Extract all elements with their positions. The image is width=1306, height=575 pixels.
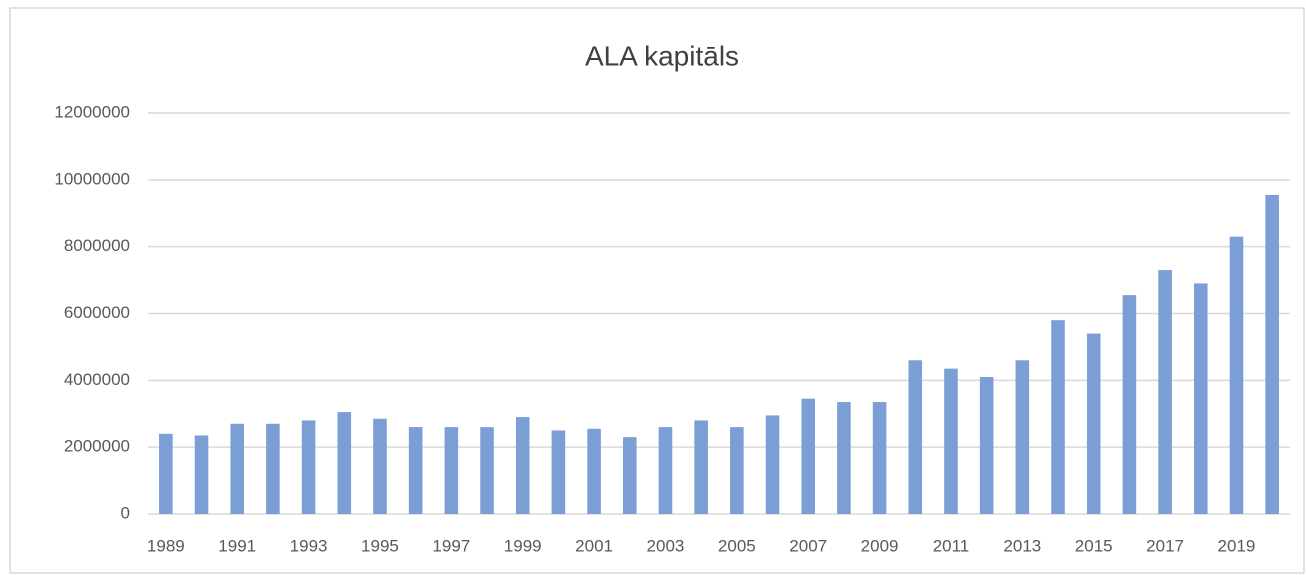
y-tick-label: 4000000 bbox=[64, 370, 130, 389]
y-tick-label: 6000000 bbox=[64, 303, 130, 322]
bar bbox=[587, 428, 601, 514]
bar bbox=[623, 437, 637, 514]
bar bbox=[551, 430, 566, 514]
bar bbox=[801, 398, 815, 514]
y-tick-label: 8000000 bbox=[64, 236, 130, 255]
bar bbox=[1158, 270, 1172, 514]
x-tick-label: 1999 bbox=[504, 536, 542, 555]
x-tick-label: 2003 bbox=[647, 536, 685, 555]
bar bbox=[1265, 194, 1279, 514]
bar bbox=[515, 417, 530, 514]
bar bbox=[872, 402, 887, 514]
x-tick-label: 2013 bbox=[1003, 536, 1041, 555]
x-tick-label: 2007 bbox=[789, 536, 827, 555]
bar bbox=[765, 415, 780, 514]
y-tick-label: 2000000 bbox=[64, 437, 130, 456]
x-tick-label: 1995 bbox=[361, 536, 399, 555]
x-tick-label: 2001 bbox=[575, 536, 613, 555]
bar bbox=[1015, 360, 1030, 514]
bar bbox=[1194, 283, 1208, 514]
bar bbox=[408, 427, 423, 514]
bar bbox=[1051, 320, 1065, 514]
x-tick-label: 1997 bbox=[432, 536, 470, 555]
y-tick-label: 10000000 bbox=[54, 169, 130, 188]
bar bbox=[730, 427, 744, 514]
bar bbox=[301, 420, 316, 514]
chart-title: ALA kapitāls bbox=[585, 40, 739, 71]
bar bbox=[837, 402, 851, 514]
bar bbox=[1086, 333, 1101, 514]
x-tick-label: 2019 bbox=[1218, 536, 1256, 555]
bar bbox=[908, 360, 923, 514]
bar bbox=[658, 427, 673, 514]
bar bbox=[694, 420, 708, 514]
bar bbox=[480, 427, 494, 514]
x-tick-label: 2015 bbox=[1075, 536, 1113, 555]
x-tick-label: 2011 bbox=[933, 536, 970, 555]
bar bbox=[444, 427, 459, 514]
x-tick-label: 2005 bbox=[718, 536, 756, 555]
bar bbox=[979, 376, 994, 514]
x-tick-label: 2009 bbox=[861, 536, 899, 555]
bar bbox=[944, 368, 958, 514]
bar bbox=[1229, 236, 1244, 514]
bar bbox=[1122, 295, 1137, 514]
x-tick-label: 2017 bbox=[1146, 536, 1184, 555]
x-tick-label: 1993 bbox=[290, 536, 328, 555]
bar bbox=[337, 412, 352, 514]
y-tick-label: 12000000 bbox=[54, 102, 130, 121]
y-tick-label: 0 bbox=[121, 503, 130, 522]
x-tick-label: 1991 bbox=[218, 536, 256, 555]
bar bbox=[194, 435, 209, 514]
bar bbox=[159, 433, 173, 514]
bar bbox=[266, 423, 280, 514]
x-tick-label: 1989 bbox=[147, 536, 185, 555]
bar bbox=[373, 418, 387, 514]
bar bbox=[230, 423, 244, 514]
